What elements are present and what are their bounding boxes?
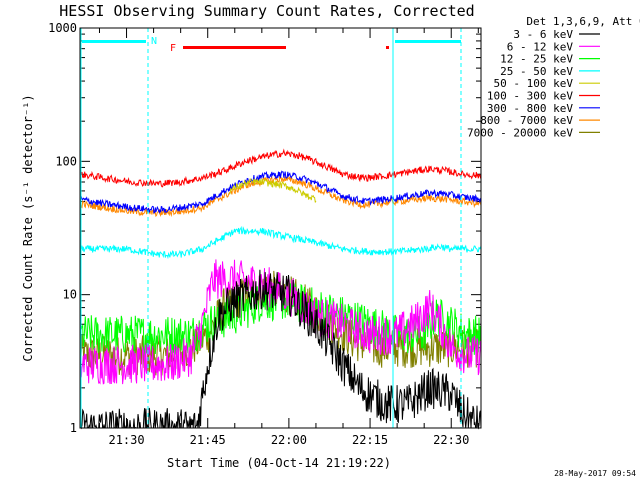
y-axis-label: Corrected Count Rate (s⁻¹ detector⁻¹) <box>21 94 35 361</box>
night-label: N <box>151 36 157 47</box>
y-tick-label: 1000 <box>48 21 77 35</box>
series-line-4 <box>79 225 482 260</box>
generated-timestamp: 28-May-2017 09:54 <box>554 469 636 478</box>
x-tick-label: 22:30 <box>433 433 469 447</box>
legend-label: 25 - 50 keV <box>500 65 573 78</box>
y-tick-label: 10 <box>63 288 77 302</box>
series-line-7 <box>79 170 482 215</box>
observing-markers: NF <box>80 28 462 428</box>
series-layer <box>79 148 482 430</box>
flare-label: F <box>170 43 176 54</box>
y-tick-label: 100 <box>55 154 77 168</box>
legend-title: Det 1,3,6,9, Att 0 <box>526 15 640 28</box>
series-line-8 <box>79 175 482 218</box>
legend-label: 800 - 7000 keV <box>480 114 573 127</box>
legend-label: 6 - 12 keV <box>507 40 574 53</box>
night-bar-1 <box>82 40 146 43</box>
x-tick-label: 22:00 <box>271 433 307 447</box>
series-line-1 <box>79 269 482 430</box>
flare-bar <box>183 46 286 49</box>
flare-bar-2 <box>386 46 389 49</box>
series-line-6 <box>79 148 482 188</box>
legend-label: 3 - 6 keV <box>513 28 573 41</box>
night-bar-2 <box>395 40 461 43</box>
legend-label: 300 - 800 keV <box>487 102 573 115</box>
x-tick-label: 22:15 <box>352 433 388 447</box>
x-tick-label: 21:30 <box>108 433 144 447</box>
plot-frame <box>79 27 482 429</box>
legend-label: 100 - 300 keV <box>487 90 573 103</box>
series-line-5 <box>229 178 317 203</box>
y-tick-label: 1 <box>70 421 77 435</box>
legend-label: 12 - 25 keV <box>500 53 573 66</box>
chart-title: HESSI Observing Summary Count Rates, Cor… <box>59 2 474 20</box>
x-axis-label: Start Time (04-Oct-14 21:19:22) <box>167 456 391 470</box>
legend-label: 50 - 100 keV <box>494 77 574 90</box>
legend-label: 7000 - 20000 keV <box>467 126 573 139</box>
x-tick-label: 21:45 <box>190 433 226 447</box>
